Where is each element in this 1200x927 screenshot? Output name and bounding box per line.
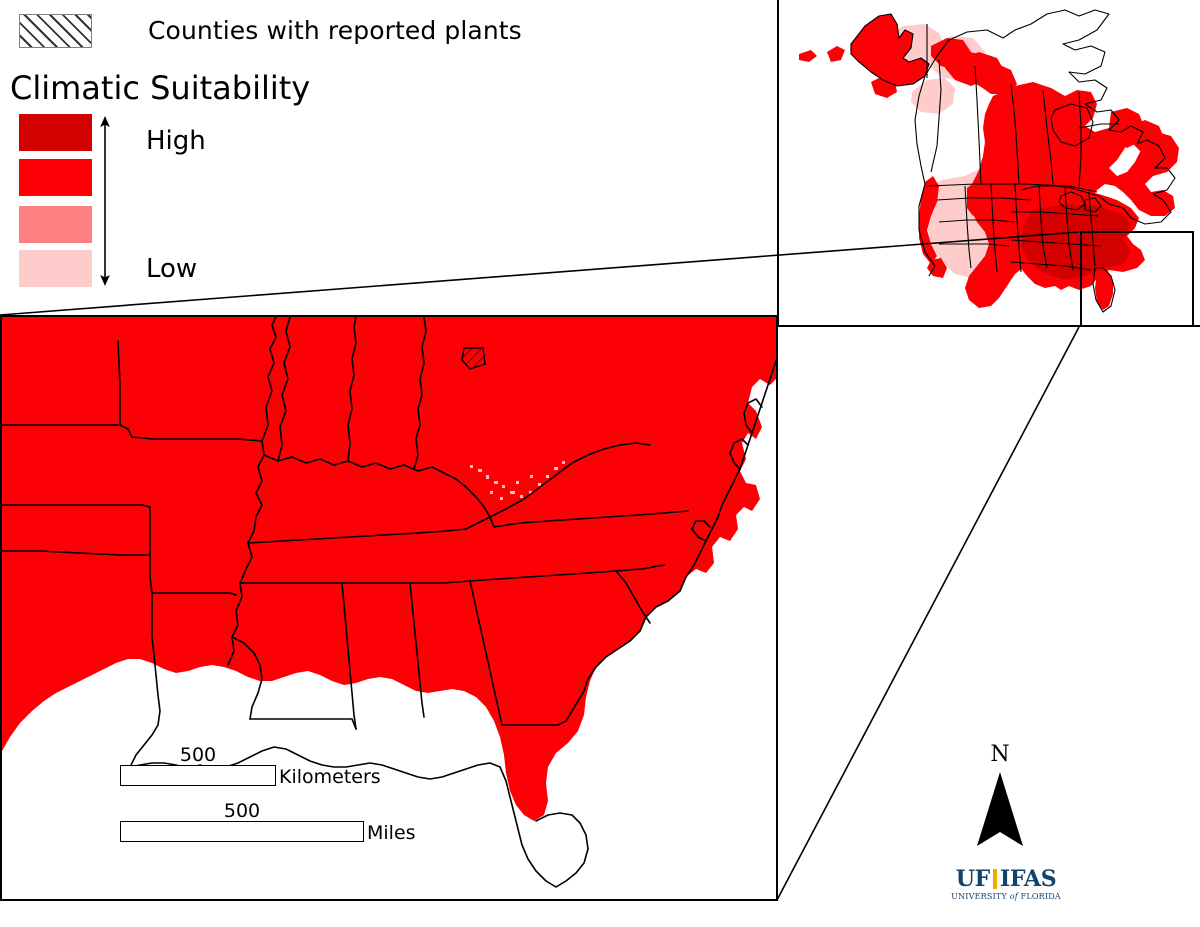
legend-hatch-row: Counties with reported plants: [0, 14, 522, 50]
ramp-swatch-high: [19, 159, 92, 196]
uf-ifas-logo: UF IFAS UNIVERSITY of FLORIDA: [948, 868, 1064, 904]
suitability-ramp-legend: High Low: [0, 114, 260, 289]
logo-subtitle-of: of: [1009, 892, 1018, 901]
logo-word-uf: UF: [955, 866, 991, 892]
scalebar-kilometers-bar: [120, 765, 276, 786]
scalebar-kilometers-value: 500: [179, 744, 217, 766]
north-arrow-letter: N: [990, 742, 1010, 767]
double-arrow-icon: [100, 116, 110, 286]
legend-hatch-label: Counties with reported plants: [148, 16, 522, 45]
logo-divider: [992, 869, 997, 889]
hatch-pattern-icon: [19, 14, 92, 48]
logo-word-ifas: IFAS: [999, 866, 1057, 892]
main-unsuitable-water: [196, 749, 588, 893]
logo-subtitle-university: UNIVERSITY: [951, 892, 1007, 901]
north-arrow-group: N: [965, 742, 1035, 852]
scalebar-miles-unit: Miles: [367, 822, 416, 844]
scalebar-kilometers-unit: Kilometers: [279, 766, 381, 788]
ramp-label-high: High: [146, 126, 206, 156]
main-map-southeast-us: [0, 315, 778, 901]
inset-map-graphic: [779, 0, 1200, 325]
ramp-swatch-very-high: [19, 114, 92, 151]
ramp-swatch-moderate: [19, 206, 92, 243]
scalebar-miles-value: 500: [223, 800, 261, 822]
main-map-graphic: [2, 317, 776, 899]
main-suitability-light-pixels: [470, 461, 565, 500]
logo-subtitle-florida: FLORIDA: [1020, 892, 1061, 901]
hatched-county-reported-plants: [461, 347, 486, 370]
legend-title: Climatic Suitability: [10, 69, 311, 107]
north-arrow-icon: [977, 772, 1023, 846]
inset-locator-box: [1080, 231, 1194, 325]
ramp-label-low: Low: [146, 254, 198, 284]
scalebar-miles-bar: [120, 821, 364, 842]
inset-map-north-america: [777, 0, 1200, 327]
ramp-swatch-low: [19, 250, 92, 287]
